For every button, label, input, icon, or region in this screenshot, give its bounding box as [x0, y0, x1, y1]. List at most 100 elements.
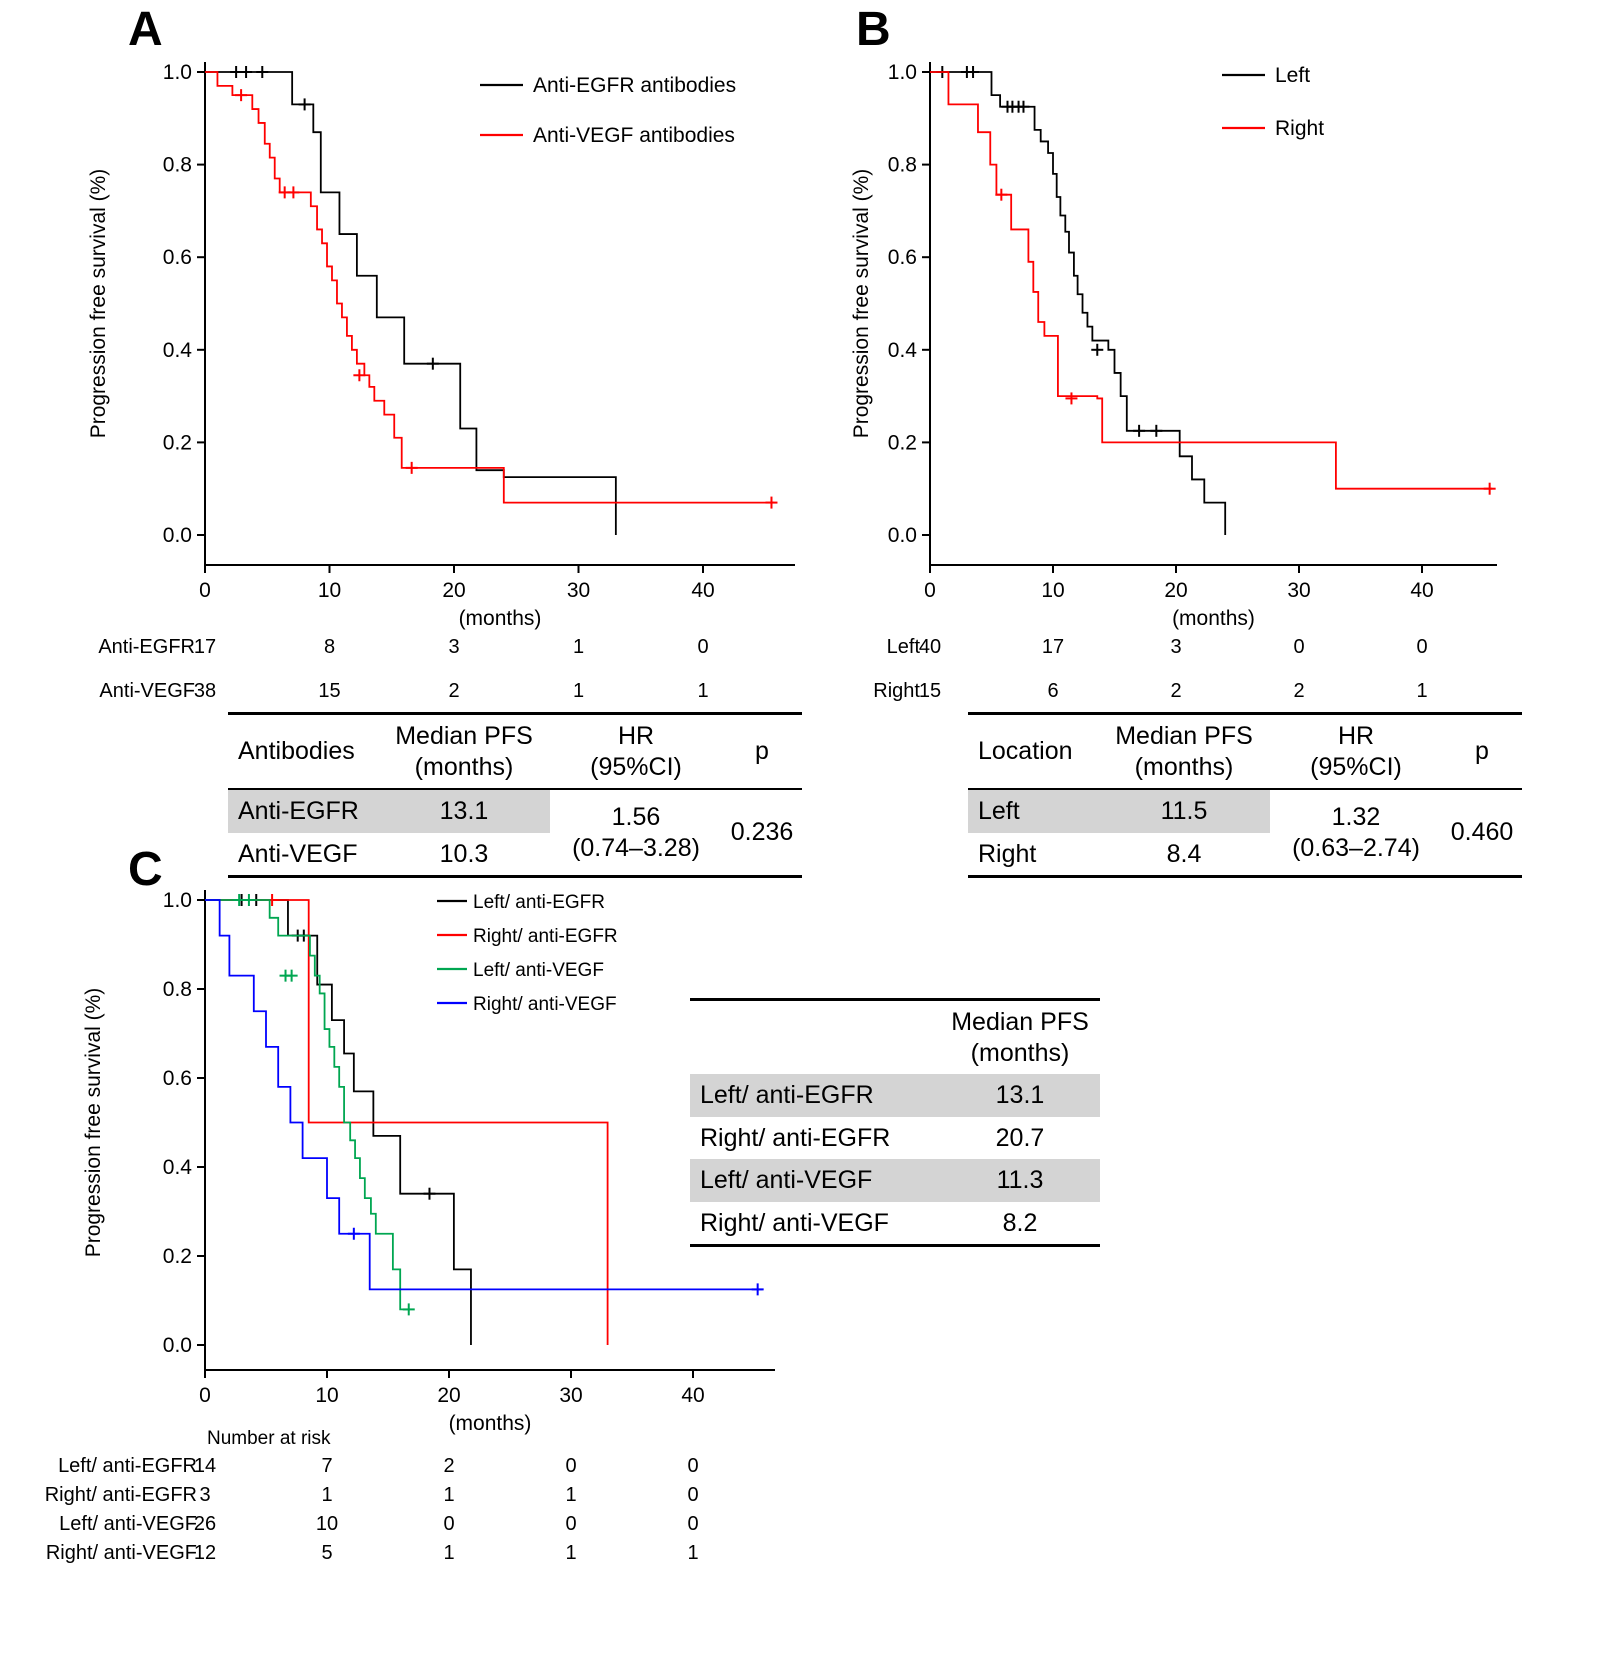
col-header-hr: HR (95%CI) — [550, 713, 722, 790]
axes: 0.0 0.2 0.4 0.6 0.8 1.0 0 10 20 30 40 Progression f… — [87, 61, 795, 630]
median-value: 13.1 — [940, 1074, 1100, 1117]
svg-text:6: 6 — [1047, 680, 1058, 702]
km-series: Right/ anti-VEGF — [205, 899, 764, 1296]
svg-text:1: 1 — [321, 1484, 332, 1506]
svg-text:1: 1 — [573, 680, 584, 702]
svg-text:0: 0 — [687, 1455, 698, 1477]
svg-text:3: 3 — [1170, 636, 1181, 658]
km-curve — [205, 71, 774, 504]
svg-text:0.4: 0.4 — [888, 339, 918, 362]
svg-text:Progression free survival (%): Progression free survival (%) — [850, 169, 873, 439]
svg-text:8: 8 — [324, 636, 335, 658]
svg-text:40: 40 — [919, 636, 941, 658]
svg-text:1: 1 — [443, 1484, 454, 1506]
col-header-median-pfs: Median PFS (months) — [1098, 713, 1270, 790]
km-series: Anti-VEGF antibodies — [205, 71, 778, 509]
svg-text:Right/ anti-VEGF: Right/ anti-VEGF — [473, 994, 617, 1015]
col-header-p: p — [722, 713, 802, 790]
stats-row: Anti-VEGF 10.3 — [228, 833, 802, 877]
svg-text:0.2: 0.2 — [163, 1245, 192, 1268]
median-value: 11.5 — [1098, 789, 1270, 833]
svg-text:1: 1 — [697, 680, 708, 702]
median-value: 8.2 — [1002, 1208, 1038, 1237]
svg-text:1: 1 — [1416, 680, 1427, 702]
median-value: 10.3 — [439, 839, 489, 868]
svg-text:Right: Right — [873, 680, 920, 702]
svg-text:Left/ anti-VEGF: Left/ anti-VEGF — [59, 1513, 197, 1535]
stats-row: Right/ anti-VEGF 8.2 — [690, 1202, 1100, 1246]
svg-text:Right: Right — [1275, 117, 1324, 140]
stats-row: Right/ anti-EGFR 20.7 — [690, 1117, 1100, 1160]
km-series: Left — [930, 64, 1310, 535]
stats-table-antibodies: Antibodies Median PFS (months) HR (95%CI… — [228, 712, 802, 878]
row-label: Anti-EGFR — [228, 789, 378, 833]
svg-text:(months): (months) — [459, 607, 542, 630]
svg-text:20: 20 — [1164, 579, 1187, 602]
row-label: Right — [978, 839, 1037, 868]
hr-value: 1.56 (0.74–3.28) — [572, 803, 700, 862]
stats-table-location: Location Median PFS (months) HR (95%CI) … — [968, 712, 1522, 878]
svg-text:30: 30 — [567, 579, 590, 602]
svg-text:Anti-VEGF: Anti-VEGF — [99, 680, 195, 702]
svg-text:Progression free survival (%): Progression free survival (%) — [82, 988, 105, 1258]
axes: 0.0 0.2 0.4 0.6 0.8 1.0 0 10 20 30 40 Progression f… — [850, 61, 1497, 630]
median-value: 20.7 — [995, 1123, 1045, 1152]
stats-row: Right 8.4 — [968, 833, 1522, 877]
median-value: 13.1 — [378, 789, 550, 833]
svg-text:1: 1 — [565, 1484, 576, 1506]
panel-label-a: A — [128, 3, 163, 56]
svg-text:12: 12 — [194, 1542, 216, 1564]
svg-text:7: 7 — [321, 1455, 332, 1477]
svg-text:30: 30 — [559, 1384, 582, 1407]
svg-text:0.0: 0.0 — [888, 524, 917, 547]
axes: 0.0 0.2 0.4 0.6 0.8 1.0 0 10 20 30 40 Progression f… — [82, 889, 775, 1435]
svg-text:2: 2 — [1170, 680, 1181, 702]
stats-row: Left/ anti-EGFR 13.1 — [690, 1074, 1100, 1117]
svg-text:Progression free survival (%): Progression free survival (%) — [87, 169, 110, 439]
svg-text:0: 0 — [697, 636, 708, 658]
stats-row: Left/ anti-VEGF 11.3 — [690, 1159, 1100, 1202]
svg-text:0.8: 0.8 — [888, 154, 917, 177]
svg-text:0.6: 0.6 — [888, 246, 917, 269]
svg-text:(months): (months) — [1172, 607, 1255, 630]
row-label: Anti-VEGF — [238, 839, 358, 868]
svg-text:0: 0 — [199, 1384, 211, 1407]
p-value: 0.460 — [1450, 818, 1514, 847]
km-curve — [205, 71, 617, 535]
col-header-median-pfs: Median PFS (months) — [378, 713, 550, 790]
row-label: Left/ anti-VEGF — [690, 1159, 940, 1202]
svg-text:2: 2 — [443, 1455, 454, 1477]
svg-text:10: 10 — [318, 579, 341, 602]
svg-text:0.0: 0.0 — [163, 1334, 192, 1357]
km-curve — [930, 71, 1493, 490]
svg-text:Right/ anti-EGFR: Right/ anti-EGFR — [45, 1484, 197, 1506]
svg-text:1: 1 — [687, 1542, 698, 1564]
panel-label-c: C — [128, 843, 163, 896]
svg-text:Number at risk: Number at risk — [207, 1428, 331, 1449]
svg-text:2: 2 — [1293, 680, 1304, 702]
svg-text:1: 1 — [573, 636, 584, 658]
svg-text:0: 0 — [565, 1455, 576, 1477]
row-label: Right/ anti-EGFR — [700, 1123, 891, 1152]
col-header-empty — [690, 1000, 940, 1075]
svg-text:17: 17 — [194, 636, 216, 658]
stats-header-row: Antibodies Median PFS (months) HR (95%CI… — [228, 713, 802, 790]
svg-text:40: 40 — [691, 579, 714, 602]
svg-text:1.0: 1.0 — [888, 61, 917, 84]
svg-text:20: 20 — [442, 579, 465, 602]
median-value: 11.3 — [940, 1159, 1100, 1202]
p-value: 0.236 — [730, 818, 794, 847]
svg-text:0.4: 0.4 — [163, 339, 193, 362]
svg-text:1: 1 — [443, 1542, 454, 1564]
stats-row: Left 11.5 1.32 (0.63–2.74) 0.460 — [968, 789, 1522, 862]
km-series: Right — [930, 71, 1496, 495]
svg-text:Right/ anti-EGFR: Right/ anti-EGFR — [473, 926, 618, 947]
svg-text:0: 0 — [924, 579, 936, 602]
